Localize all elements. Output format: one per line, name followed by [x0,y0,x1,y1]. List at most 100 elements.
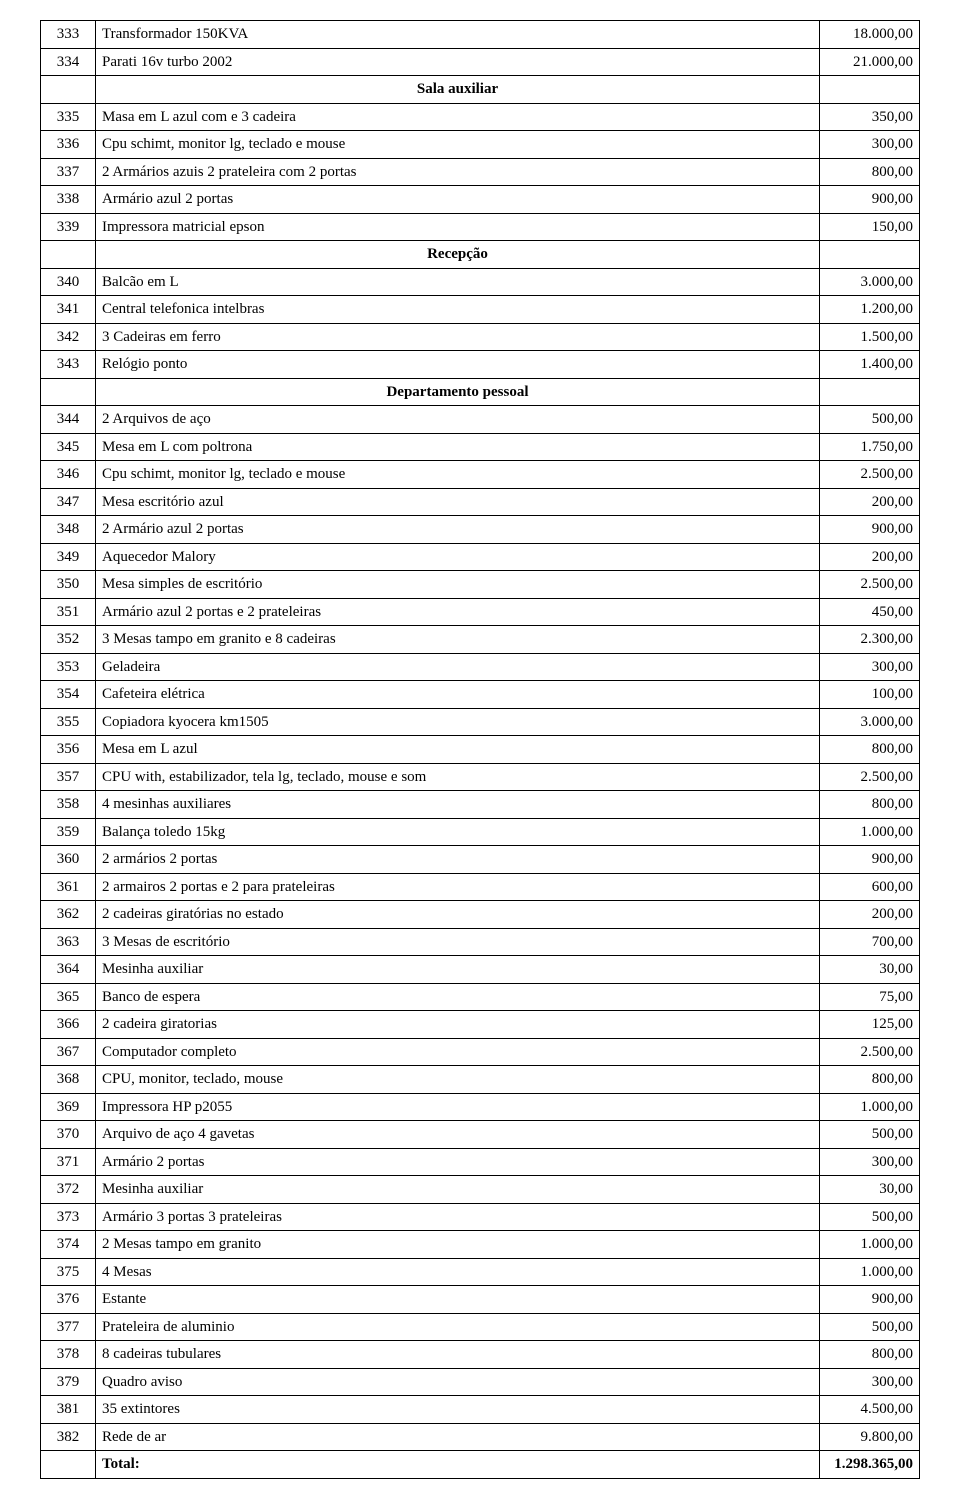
table-row: 353Geladeira300,00 [41,653,920,681]
row-value: 900,00 [820,186,920,214]
row-number: 379 [41,1368,96,1396]
row-number: 347 [41,488,96,516]
row-number: 364 [41,956,96,984]
row-number: 338 [41,186,96,214]
row-value: 150,00 [820,213,920,241]
table-row: 3523 Mesas tampo em granito e 8 cadeiras… [41,626,920,654]
table-row: 339Impressora matricial epson150,00 [41,213,920,241]
row-description: Mesa em L com poltrona [96,433,820,461]
row-description: Balcão em L [96,268,820,296]
row-number: 345 [41,433,96,461]
table-row: 376Estante900,00 [41,1286,920,1314]
row-value: 800,00 [820,1341,920,1369]
inventory-table: 333Transformador 150KVA18.000,00334Parat… [40,20,920,1479]
row-number: 357 [41,763,96,791]
row-description: 2 armários 2 portas [96,846,820,874]
row-description: 2 cadeiras giratórias no estado [96,901,820,929]
row-description: Rede de ar [96,1423,820,1451]
table-row: 3754 Mesas1.000,00 [41,1258,920,1286]
row-number: 381 [41,1396,96,1424]
row-value: 100,00 [820,681,920,709]
row-value: 500,00 [820,406,920,434]
row-number: 356 [41,736,96,764]
table-row: 3612 armairos 2 portas e 2 para pratelei… [41,873,920,901]
row-number: 377 [41,1313,96,1341]
table-row: 356Mesa em L azul800,00 [41,736,920,764]
row-number: 343 [41,351,96,379]
row-description: Armário azul 2 portas e 2 prateleiras [96,598,820,626]
table-row: 357CPU with, estabilizador, tela lg, tec… [41,763,920,791]
row-number: 336 [41,131,96,159]
row-description: Armário azul 2 portas [96,186,820,214]
table-row: 338Armário azul 2 portas900,00 [41,186,920,214]
row-number: 344 [41,406,96,434]
row-number: 369 [41,1093,96,1121]
row-number: 340 [41,268,96,296]
row-number [41,76,96,104]
row-value: 1.000,00 [820,1231,920,1259]
row-value: 75,00 [820,983,920,1011]
table-row: 336Cpu schimt, monitor lg, teclado e mou… [41,131,920,159]
row-value: 2.500,00 [820,763,920,791]
row-number: 365 [41,983,96,1011]
row-number: 362 [41,901,96,929]
table-row: 345Mesa em L com poltrona1.750,00 [41,433,920,461]
row-value [820,241,920,269]
row-number: 337 [41,158,96,186]
table-row: 3633 Mesas de escritório700,00 [41,928,920,956]
row-description: 2 Arquivos de aço [96,406,820,434]
row-number: 367 [41,1038,96,1066]
row-value: 450,00 [820,598,920,626]
table-row: 368CPU, monitor, teclado, mouse800,00 [41,1066,920,1094]
row-value: 300,00 [820,1148,920,1176]
table-row: Sala auxiliar [41,76,920,104]
row-description: Mesinha auxiliar [96,1176,820,1204]
row-number: 358 [41,791,96,819]
row-description: Mesinha auxiliar [96,956,820,984]
row-description: Impressora matricial epson [96,213,820,241]
row-number: 360 [41,846,96,874]
section-title: Sala auxiliar [96,76,820,104]
row-description: Parati 16v turbo 2002 [96,48,820,76]
row-number: 352 [41,626,96,654]
table-row: 367Computador completo2.500,00 [41,1038,920,1066]
row-description: 3 Mesas de escritório [96,928,820,956]
row-value: 125,00 [820,1011,920,1039]
row-description: Prateleira de aluminio [96,1313,820,1341]
row-description: Mesa escritório azul [96,488,820,516]
row-value: 300,00 [820,131,920,159]
row-number: 334 [41,48,96,76]
row-value: 1.750,00 [820,433,920,461]
row-value: 700,00 [820,928,920,956]
row-value: 300,00 [820,653,920,681]
row-number: 333 [41,21,96,49]
row-description: 4 Mesas [96,1258,820,1286]
row-description: Banco de espera [96,983,820,1011]
table-row: 377Prateleira de aluminio500,00 [41,1313,920,1341]
row-value: 1.200,00 [820,296,920,324]
row-value [820,76,920,104]
row-number: 376 [41,1286,96,1314]
row-value: 3.000,00 [820,708,920,736]
row-description: Computador completo [96,1038,820,1066]
row-description: Quadro aviso [96,1368,820,1396]
table-row: 372Mesinha auxiliar30,00 [41,1176,920,1204]
row-description: 2 Armários azuis 2 prateleira com 2 port… [96,158,820,186]
row-description: Balança toledo 15kg [96,818,820,846]
row-description: 2 Armário azul 2 portas [96,516,820,544]
row-value: 900,00 [820,516,920,544]
row-number: 359 [41,818,96,846]
row-number: 353 [41,653,96,681]
row-value: 2.500,00 [820,571,920,599]
row-value: 200,00 [820,901,920,929]
table-row: 3482 Armário azul 2 portas900,00 [41,516,920,544]
row-number: 342 [41,323,96,351]
section-title: Departamento pessoal [96,378,820,406]
row-number: 374 [41,1231,96,1259]
table-row: 359Balança toledo 15kg1.000,00 [41,818,920,846]
row-number [41,241,96,269]
table-row: 379Quadro aviso300,00 [41,1368,920,1396]
row-description: 2 Mesas tampo em granito [96,1231,820,1259]
row-description: Mesa em L azul [96,736,820,764]
row-value: 600,00 [820,873,920,901]
